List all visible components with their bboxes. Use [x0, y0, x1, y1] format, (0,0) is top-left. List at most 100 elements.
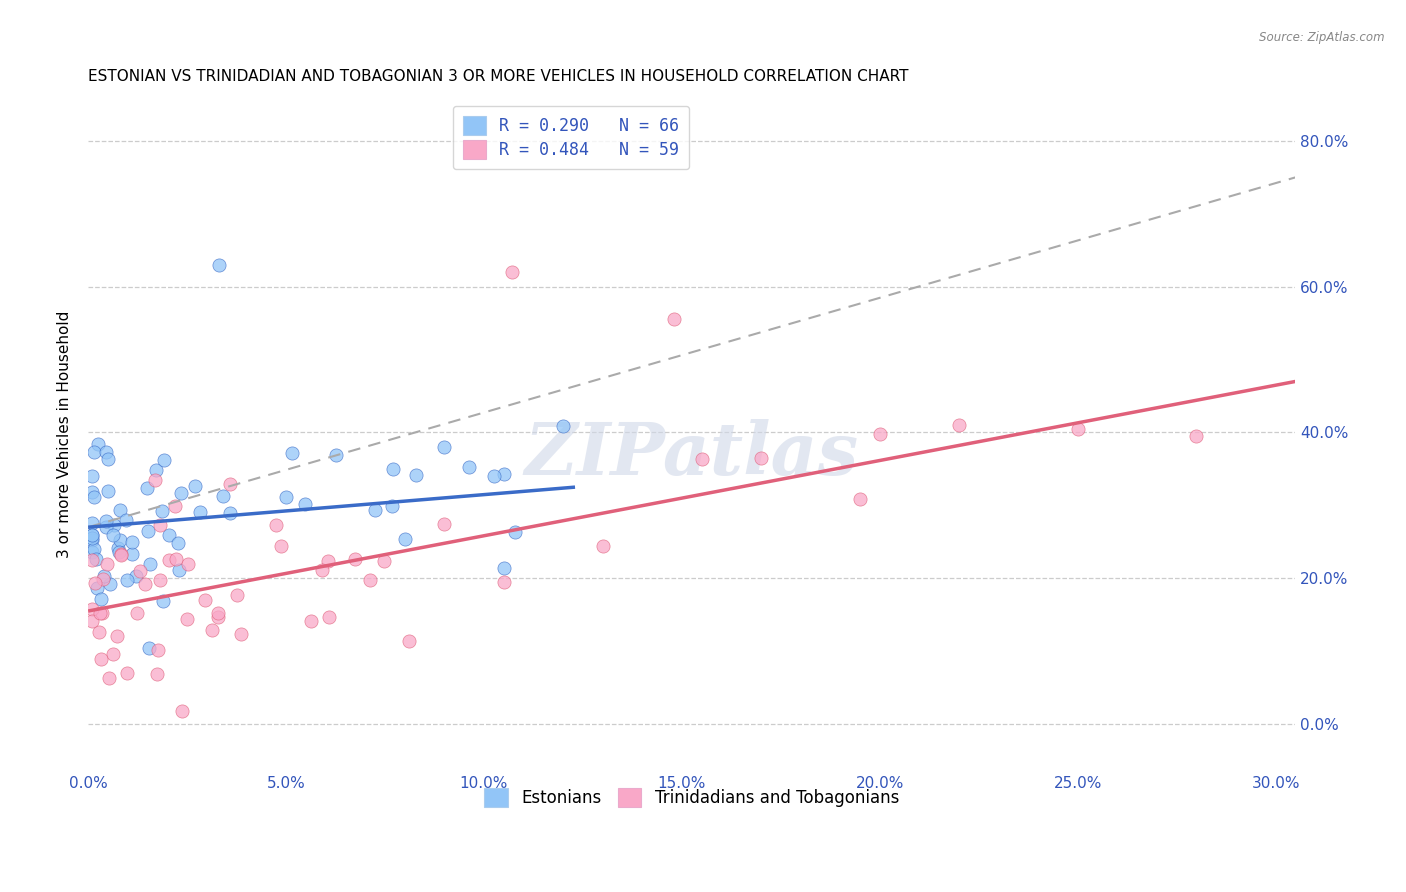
- Point: [152, 594, 174, 608]
- Point: [172, 704, 194, 718]
- Point: [91, 572, 114, 586]
- Point: [84, 576, 107, 591]
- Point: [381, 499, 404, 513]
- Text: ZIPatlas: ZIPatlas: [524, 419, 859, 490]
- Point: [207, 607, 229, 621]
- Point: [270, 539, 292, 553]
- Point: [299, 614, 322, 628]
- Point: [176, 612, 198, 626]
- Point: [108, 502, 131, 516]
- Point: [101, 528, 124, 542]
- Text: Source: ZipAtlas.com: Source: ZipAtlas.com: [1260, 31, 1385, 45]
- Point: [134, 577, 156, 591]
- Point: [98, 671, 121, 685]
- Point: [149, 518, 172, 533]
- Point: [325, 448, 347, 462]
- Point: [749, 450, 772, 465]
- Point: [110, 548, 132, 562]
- Point: [592, 539, 614, 553]
- Point: [662, 312, 685, 326]
- Point: [150, 504, 173, 518]
- Point: [207, 609, 229, 624]
- Point: [83, 542, 105, 557]
- Point: [484, 468, 506, 483]
- Point: [364, 503, 387, 517]
- Point: [145, 463, 167, 477]
- Point: [183, 479, 205, 493]
- Point: [82, 533, 104, 548]
- Point: [152, 452, 174, 467]
- Point: [96, 557, 118, 571]
- Point: [86, 436, 108, 450]
- Point: [108, 533, 131, 547]
- Text: ESTONIAN VS TRINIDADIAN AND TOBAGONIAN 3 OR MORE VEHICLES IN HOUSEHOLD CORRELATI: ESTONIAN VS TRINIDADIAN AND TOBAGONIAN 3…: [89, 69, 908, 84]
- Point: [218, 506, 240, 520]
- Point: [382, 462, 405, 476]
- Point: [90, 592, 112, 607]
- Point: [149, 573, 172, 587]
- Point: [690, 452, 713, 467]
- Point: [121, 547, 143, 561]
- Y-axis label: 3 or more Vehicles in Household: 3 or more Vehicles in Household: [58, 310, 72, 558]
- Point: [398, 634, 420, 648]
- Point: [212, 489, 235, 503]
- Point: [157, 528, 180, 542]
- Point: [405, 467, 427, 482]
- Point: [163, 500, 186, 514]
- Point: [83, 445, 105, 459]
- Point: [129, 564, 152, 578]
- Point: [115, 665, 138, 680]
- Point: [208, 258, 231, 272]
- Point: [849, 491, 872, 506]
- Point: [264, 517, 287, 532]
- Point: [86, 552, 108, 566]
- Point: [82, 545, 104, 559]
- Point: [82, 528, 104, 542]
- Point: [91, 606, 114, 620]
- Point: [177, 558, 200, 572]
- Point: [492, 467, 515, 482]
- Point: [107, 541, 129, 555]
- Point: [125, 569, 148, 583]
- Point: [97, 484, 120, 499]
- Point: [373, 554, 395, 568]
- Point: [96, 445, 118, 459]
- Point: [139, 557, 162, 571]
- Point: [146, 643, 169, 657]
- Point: [316, 554, 339, 568]
- Point: [82, 469, 104, 483]
- Point: [82, 602, 104, 616]
- Point: [503, 524, 526, 539]
- Point: [89, 607, 111, 621]
- Point: [110, 547, 132, 561]
- Point: [226, 588, 249, 602]
- Point: [136, 481, 159, 495]
- Point: [103, 518, 125, 533]
- Point: [318, 609, 340, 624]
- Point: [344, 552, 367, 566]
- Point: [948, 417, 970, 432]
- Point: [551, 419, 574, 434]
- Point: [96, 520, 118, 534]
- Point: [200, 623, 222, 637]
- Point: [1067, 422, 1090, 436]
- Point: [121, 534, 143, 549]
- Point: [218, 477, 240, 491]
- Point: [98, 577, 121, 591]
- Point: [157, 553, 180, 567]
- Point: [166, 536, 188, 550]
- Point: [359, 574, 381, 588]
- Point: [97, 452, 120, 467]
- Point: [105, 629, 128, 643]
- Point: [82, 553, 104, 567]
- Point: [89, 625, 111, 640]
- Point: [82, 485, 104, 500]
- Point: [494, 560, 516, 574]
- Point: [1185, 429, 1208, 443]
- Point: [169, 486, 191, 500]
- Point: [101, 647, 124, 661]
- Point: [167, 563, 190, 577]
- Point: [117, 573, 139, 587]
- Point: [108, 545, 131, 559]
- Point: [229, 626, 252, 640]
